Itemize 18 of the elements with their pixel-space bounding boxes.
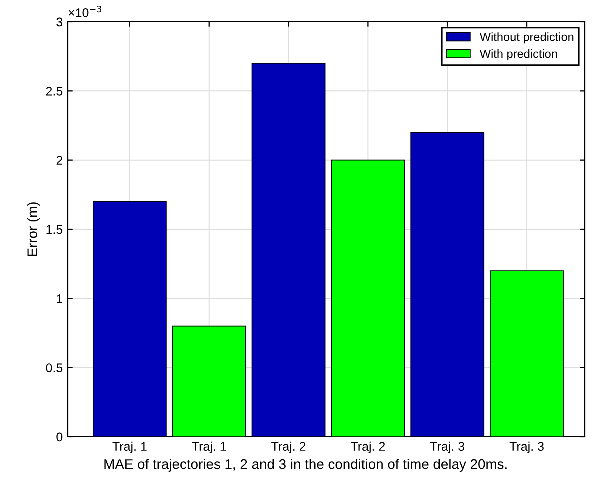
- y-tick-label: 3: [56, 18, 63, 27]
- x-tick-label: Traj. 3: [510, 442, 544, 454]
- y-tick-label: 0: [56, 432, 63, 442]
- y-tick-label: 1: [57, 294, 63, 304]
- text: ×10$^{−3}$: [68, 6, 102, 18]
- y-tick-label: 0.5: [46, 364, 63, 372]
- x-axis-title: MAE of trajectories 1, 2 and 3 in the condition of time delay 20ms.: [104, 459, 507, 472]
- y-axis-title: Error (m): [27, 202, 40, 256]
- y-tick-label: 2: [56, 156, 63, 165]
- x-tick-label: Traj. 1: [112, 442, 147, 454]
- legend-label: Without prediction: [480, 32, 574, 44]
- legend-label: With prediction: [480, 50, 558, 61]
- y-tick-label: 1.5: [46, 225, 63, 234]
- x-tick-label: Traj. 3: [430, 442, 465, 454]
- x-tick-label: Traj. 1: [192, 442, 226, 454]
- x-tick-label: Traj. 2: [272, 442, 306, 454]
- y-tick-label: 2.5: [46, 86, 63, 96]
- x-tick-label: Traj. 2: [351, 442, 386, 454]
